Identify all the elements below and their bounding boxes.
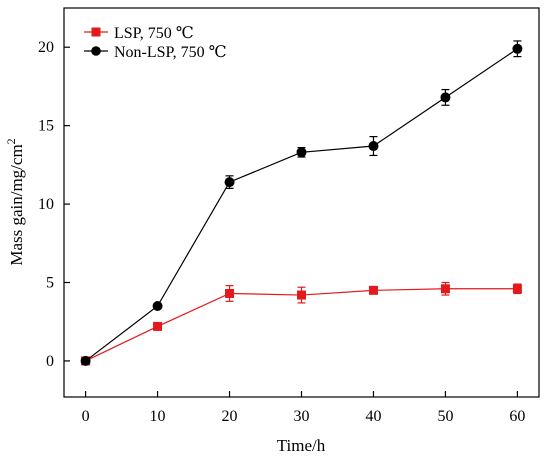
- data-point: [80, 355, 91, 366]
- data-point: [512, 284, 522, 294]
- y-tick-label: 20: [38, 39, 54, 56]
- y-tick-label: 10: [38, 196, 54, 213]
- series-non-lsp: [80, 40, 523, 366]
- data-point: [440, 284, 450, 294]
- data-point: [224, 177, 235, 188]
- x-tick-label: 0: [82, 408, 90, 425]
- data-point: [440, 92, 451, 103]
- y-axis-label-text: Mass gain/mg/cm: [7, 144, 26, 265]
- y-tick-label: 0: [46, 353, 54, 370]
- x-axis-label: Time/h: [277, 436, 326, 455]
- x-tick-label: 30: [294, 408, 310, 425]
- legend-marker-lsp: [91, 27, 101, 37]
- legend-label-lsp: LSP, 750 ℃: [114, 25, 194, 42]
- legend: LSP, 750 ℃ Non-LSP, 750 ℃: [84, 25, 227, 61]
- data-point: [225, 288, 235, 298]
- data-point: [153, 321, 163, 331]
- x-axis-ticks: 0 10 20 30 40 50 60: [82, 391, 525, 425]
- x-tick-label: 10: [150, 408, 166, 425]
- series-layer: [80, 40, 523, 366]
- legend-marker-non-lsp: [91, 46, 101, 56]
- y-axis-ticks: 0 5 10 15 20: [38, 39, 70, 370]
- series-line-non-lsp: [85, 48, 518, 362]
- x-tick-label: 60: [509, 408, 525, 425]
- data-point: [152, 301, 163, 312]
- x-tick-label: 40: [365, 408, 381, 425]
- data-point: [297, 290, 306, 300]
- y-tick-label: 15: [38, 118, 54, 135]
- plot-frame: [63, 7, 540, 398]
- x-tick-label: 20: [222, 408, 238, 425]
- x-tick-label: 50: [437, 408, 453, 425]
- y-tick-label: 5: [46, 274, 54, 291]
- data-point: [296, 147, 307, 158]
- series-lsp: [81, 281, 522, 366]
- legend-label-non-lsp: Non-LSP, 750 ℃: [114, 44, 227, 61]
- y-axis-label: Mass gain/mg/cm2: [4, 138, 26, 265]
- data-point: [512, 43, 523, 54]
- y-axis-label-superscript: 2: [4, 138, 18, 144]
- data-point: [368, 285, 378, 295]
- data-point: [368, 141, 379, 152]
